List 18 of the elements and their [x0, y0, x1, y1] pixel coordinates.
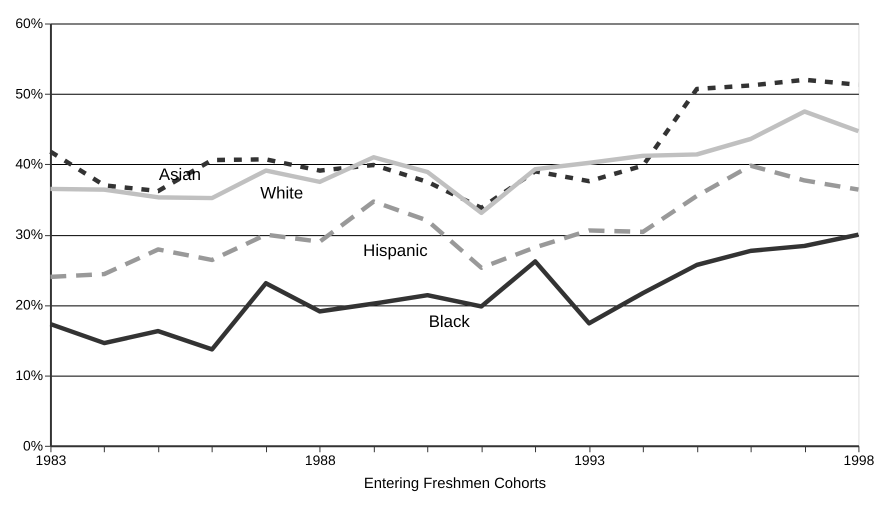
y-tick-label: 50%: [15, 85, 44, 102]
x-tick-label: 1988: [304, 452, 336, 468]
y-tick-label: 40%: [15, 156, 44, 172]
y-tick-label: 10%: [15, 366, 44, 383]
x-tick-label: 1993: [574, 452, 606, 468]
series-label: Asian: [158, 165, 201, 184]
line-series: [48, 109, 861, 216]
y-tick-label: 20%: [15, 296, 44, 312]
series-label: Hispanic: [363, 240, 428, 260]
x-tick-label: 1998: [844, 452, 875, 468]
line-series: [48, 163, 861, 280]
series-label: White: [260, 183, 304, 202]
y-tick-label: 30%: [15, 226, 44, 242]
y-tick-label: 0%: [23, 437, 44, 454]
y-tick-label: 60%: [15, 14, 44, 31]
x-axis-title: Entering Freshmen Cohorts: [364, 476, 546, 492]
x-tick-label: 1983: [36, 452, 67, 468]
series-label: Black: [428, 312, 470, 331]
